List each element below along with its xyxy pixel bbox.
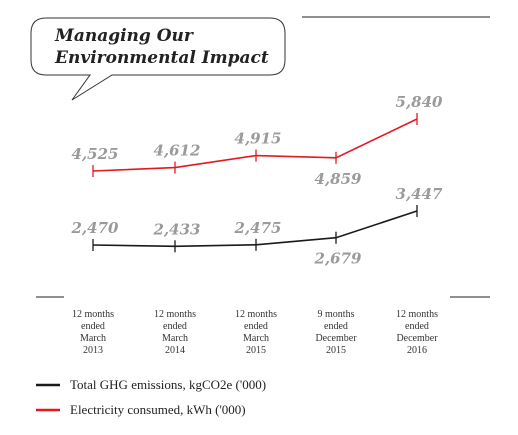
x-tick-label: 2015 xyxy=(246,345,266,356)
legend: Total GHG emissions, kgCO2e ('000) Electr… xyxy=(36,377,266,417)
x-tick-label: 2014 xyxy=(165,345,185,356)
legend-label: Electricity consumed, kWh ('000) xyxy=(70,402,246,417)
data-label: 4,915 xyxy=(235,130,282,148)
data-label: 4,612 xyxy=(154,142,201,160)
x-tick-label: 12 months xyxy=(72,309,114,320)
x-tick-label: December xyxy=(315,333,357,344)
x-tick-label: ended xyxy=(163,321,187,332)
x-tick-label: December xyxy=(396,333,438,344)
legend-label: Total GHG emissions, kgCO2e ('000) xyxy=(70,377,266,392)
x-tick-label: 2016 xyxy=(407,345,427,356)
data-label: 4,525 xyxy=(72,145,119,163)
series-layer: 4,525 4,612 4,915 4,859 5,840 2,470 2,433 2,475… xyxy=(71,93,444,268)
data-label: 3,447 xyxy=(396,185,444,203)
x-tick-label: 12 months xyxy=(154,309,196,320)
chart-title-line-1: Managing Our xyxy=(54,26,194,46)
data-label: 4,859 xyxy=(315,170,363,188)
title-speech-bubble xyxy=(30,17,286,101)
data-label: 2,475 xyxy=(234,219,282,237)
x-tick-label: March xyxy=(162,333,188,344)
chart-title-line-2: Environmental Impact xyxy=(54,48,269,68)
x-tick-label: 9 months xyxy=(318,309,355,320)
data-label: 2,470 xyxy=(71,219,120,237)
x-tick-label: March xyxy=(243,333,269,344)
x-tick-label: ended xyxy=(81,321,105,332)
x-tick-label: 2015 xyxy=(326,345,346,356)
x-tick-label: 2013 xyxy=(83,345,103,356)
x-tick-label: ended xyxy=(405,321,429,332)
x-tick-label: 12 months xyxy=(235,309,277,320)
x-tick-label: 12 months xyxy=(396,309,438,320)
x-tick-label: ended xyxy=(244,321,268,332)
data-label: 2,433 xyxy=(153,220,201,238)
x-tick-label: March xyxy=(80,333,106,344)
data-label: 5,840 xyxy=(396,93,444,111)
data-label: 2,679 xyxy=(314,250,363,268)
x-tick-label: ended xyxy=(324,321,348,332)
